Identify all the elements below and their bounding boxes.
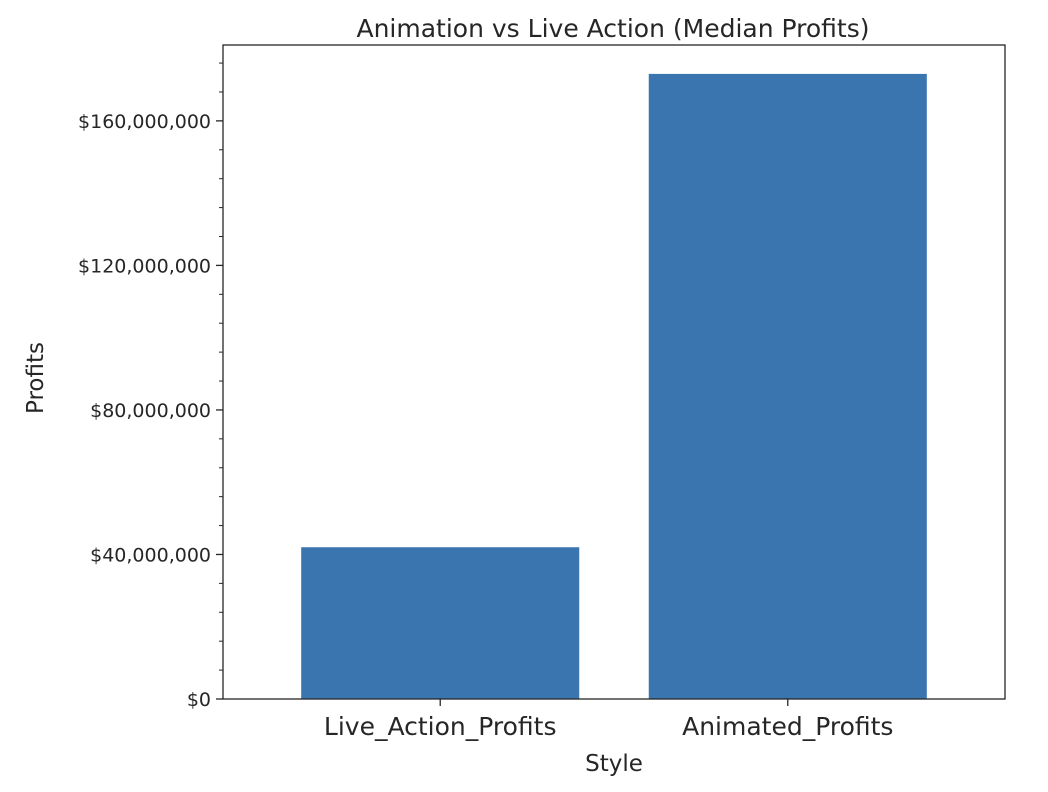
x-axis-label: Style xyxy=(585,751,643,777)
y-tick-label: $120,000,000 xyxy=(78,255,211,277)
y-tick-label: $160,000,000 xyxy=(78,111,211,133)
plot-area xyxy=(301,73,927,700)
x-axis: Live_Action_Profits Animated_Profits xyxy=(324,699,893,741)
plot-frame xyxy=(222,44,1006,700)
y-tick-label: $0 xyxy=(187,689,211,711)
y-axis-label: Profits xyxy=(23,342,49,414)
x-tick-label: Animated_Profits xyxy=(682,712,893,741)
chart-title: Animation vs Live Action (Median Profits… xyxy=(356,14,869,43)
x-tick-label: Live_Action_Profits xyxy=(324,712,557,741)
y-tick-label: $80,000,000 xyxy=(90,400,211,422)
y-axis: $0 $40,000,000 $80,000,000 $120,000,000 $160… xyxy=(78,62,223,711)
bar-live-action-profits xyxy=(301,547,580,699)
bar-animated-profits xyxy=(648,73,927,700)
y-tick-label: $40,000,000 xyxy=(90,544,211,566)
